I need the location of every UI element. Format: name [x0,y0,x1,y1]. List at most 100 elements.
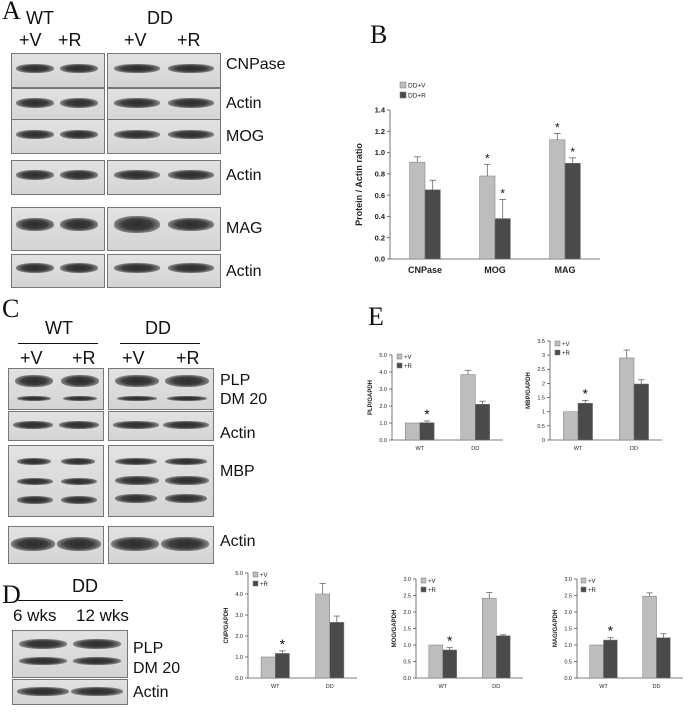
blot-c-mbp-dd-band-4 [165,476,209,485]
chart-B-significance-marker: * [500,186,505,200]
chart-E-CNP-y-tick-label: 2.0 [235,634,243,640]
chart-E-MOG-y-tick-label: 2.0 [403,610,411,616]
chart-E-PLP-legend-swatch [396,353,403,360]
chart-E-MAG-y-axis-label: MAG/GAPDH [553,610,559,647]
panel-a-row-label-mog: MOG [226,128,265,145]
panel-c-group-wt: WT [45,318,73,338]
panel-c-row-label-mbp: MBP [220,463,255,480]
blot-a-row-4-wt [11,160,105,195]
blot-c-plp-dd-band-4 [167,396,207,401]
blot-a-row-3-dd-band-1 [114,130,160,139]
panel-c-row-label-plp: PLP [220,372,251,389]
chart-E-PLP-bar-+R-DD [475,404,490,441]
blot-d-actin-band-1 [17,687,69,696]
blot-a-row-5-wt [11,207,105,251]
blot-c-mbp-dd-band-1 [115,458,157,465]
blot-a-row-3-wt [11,119,105,154]
chart-E-MBP-legend-label: +R [562,351,571,357]
chart-E-MAG-y-tick-label: 3.0 [564,577,572,583]
chart-E-MBP-y-tick-label: 0.5 [537,424,545,430]
blot-c-plp-dd [108,368,214,410]
chart-E-MBP-bar-+R-DD [633,383,649,441]
chart-E-CNP-y-tick-label: 1.0 [235,655,243,661]
chart-E-MOG-category-label: WT [438,684,447,690]
blot-a-row-5-dd-band-1 [114,216,160,233]
blot-d-actin-band-2 [71,687,123,696]
blot-c-mbp-wt-band-1 [17,458,51,465]
chart-E-MAG-bar-+V-WT [589,644,604,679]
panel-a-lane-3: +V [124,30,147,50]
chart-B-legend-label: DD+V [408,83,426,90]
chart-E-MOG-legend-swatch [420,577,427,584]
chart-E-MBP-bar-+V-WT [563,411,579,441]
blot-c-actin2-wt [8,526,104,564]
chart-E-MAG-y-tick-label: 1.0 [564,643,572,649]
blot-c-plp-wt-band-1 [15,375,53,387]
panel-e-letter: E [368,302,384,331]
chart-E-CNP-bar-+V-WT [260,656,276,679]
chart-E-CNP-category-label: DD [326,684,334,690]
chart-B-y-tick-label: 0.8 [375,169,385,178]
blot-c-plp-wt-band-4 [63,396,97,401]
blot-a-row-2-wt [11,88,105,122]
chart-E-CNP-y-tick-label: 5.0 [235,571,243,577]
panel-a-row-label-mag: MAG [226,220,263,237]
blot-a-row-3-wt-band-1 [16,130,54,139]
blot-a-row-3-dd [107,119,221,154]
chart-E-MBP-y-tick-label: 3 [542,353,545,359]
blot-a-row-4-wt-band-1 [16,170,54,180]
blot-c-plp-wt-band-2 [61,375,99,387]
blot-c-actin-dd-band-2 [163,421,209,429]
chart-E-PLP-y-tick-label: 4.0 [379,370,387,376]
blot-a-row-2-dd-band-1 [114,98,160,108]
chart-e-mbp: 0 0.5 1 1.5 2 2.5 3 3.5 MBP/GAPDH * WT DD +V +R [526,339,662,452]
chart-B-y-tick-label: 0.2 [375,233,385,242]
chart-E-PLP-category-label: WT [415,446,424,452]
chart-E-MAG-bar-+V-DD [642,595,657,679]
panel-d-letter: D [2,580,21,609]
chart-E-PLP-legend-label: +V [404,355,412,361]
chart-E-MOG-y-tick-label: 0.5 [403,659,411,665]
blot-a-row-6-dd-band-2 [168,263,214,273]
chart-E-MOG-y-tick-label: 1.5 [403,626,411,632]
chart-E-PLP-bar-+R-WT [419,422,435,441]
chart-B-bar-DD+V-MOG [479,175,496,260]
blot-a-row-1-dd-band-2 [168,64,214,73]
chart-e-mag: 0.0 0.5 1.0 1.5 2.0 2.5 3.0 MAG/GAPDH * WT DD +V +R [553,577,683,690]
blot-a-row-3-dd-band-2 [168,130,214,139]
blot-a-row-6-wt [11,254,105,288]
blot-c-mbp-wt-band-3 [17,478,53,485]
panel-a-group-wt: WT [26,8,54,28]
panel-c-lane-1: +V [20,348,43,368]
chart-E-PLP-bar-+V-DD [460,374,476,441]
blot-a-row-4-wt-band-2 [60,170,98,180]
panel-d-lane-2: 12 wks [76,606,129,625]
chart-E-MAG-legend-swatch [580,586,587,593]
chart-B-legend-label: DD+R [408,93,426,100]
chart-e-plp: 0.0 1.0 2.0 3.0 4.0 5.0 PLP/GAPDH * WT DD +V +R [368,353,503,452]
blot-c-plp-wt-band-3 [17,396,51,401]
panel-a-row-label-cnpase: CNPase [226,56,286,73]
blot-c-mbp-dd-band-2 [165,458,207,465]
chart-B-bar-DD+V-CNPase [409,161,426,260]
chart-B-category-label: CNPase [408,265,442,275]
chart-E-MBP-legend-swatch [554,349,561,356]
blot-c-plp-dd-band-3 [117,396,157,401]
blot-c-mbp-wt-band-2 [61,458,95,465]
blot-c-actin2-dd-band-1 [111,537,159,551]
panel-a-lane-1: +V [19,30,42,50]
blot-a-row-2-dd-band-2 [168,98,214,108]
chart-E-MBP-y-axis-label: MBP/GAPDH [526,372,532,409]
chart-E-MBP-legend-label: +V [562,342,570,348]
chart-E-CNP-legend-label: +V [260,573,268,579]
chart-E-PLP-y-tick-label: 0.0 [379,438,387,444]
chart-E-PLP-legend-label: +R [404,364,413,370]
panel-a-letter: A [2,0,21,25]
chart-E-CNP-bar-+R-WT [275,653,290,679]
chart-E-MOG-category-label: DD [492,684,500,690]
chart-E-MAG-category-label: WT [599,684,608,690]
chart-E-PLP-significance-marker: * [424,406,430,422]
blot-a-row-2-wt-band-1 [16,98,54,108]
blot-c-mbp-wt [8,445,104,517]
